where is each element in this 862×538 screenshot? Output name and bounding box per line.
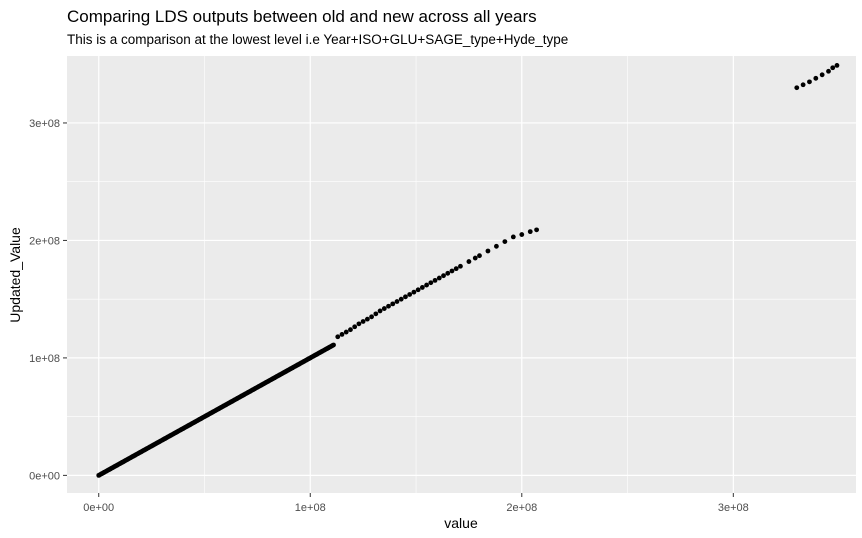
data-point [436,275,442,281]
data-point [527,229,533,235]
data-point [813,75,819,81]
data-point [381,306,387,311]
data-point [403,294,408,300]
x-tick-label: 0e+00 [83,502,114,514]
data-point [453,266,459,272]
data-point [364,316,370,322]
minor-gridlines [67,56,856,493]
data-point [331,342,336,348]
data-point [373,311,379,317]
data-point [432,277,438,283]
data-point [826,68,831,74]
x-tick-label: 3e+08 [718,502,749,514]
data-point [415,287,421,293]
x-axis-title: value [444,515,478,531]
data-point [441,273,446,279]
data-point [458,263,463,269]
data-point [398,296,404,302]
y-axis-title: Updated_Value [7,227,23,323]
data-point [424,282,429,288]
data-point [466,259,472,264]
data-point [356,321,362,327]
data-point [485,248,491,254]
data-point [534,227,539,233]
data-point [502,239,508,245]
data-point [494,243,499,249]
x-tick-label: 1e+08 [295,502,326,514]
data-point [830,65,836,71]
data-point [377,308,383,314]
data-point [449,268,455,274]
data-point [343,329,349,335]
data-point [369,314,375,320]
data-point [834,62,840,68]
x-axis-ticks: 0e+00 1e+08 2e+08 3e+08 [83,493,749,514]
data-point [335,334,341,340]
data-point [386,303,391,309]
data-point [819,72,825,78]
data-point [445,270,451,276]
y-tick-label: 2e+08 [29,235,60,247]
data-point [394,299,400,304]
chart-subtitle: This is a comparison at the lowest level… [67,32,569,47]
data-point [411,289,417,295]
major-gridlines [67,56,856,493]
data-point [352,324,358,330]
y-tick-label: 0e+00 [29,470,60,482]
data-point [419,285,425,290]
data-point [360,319,366,324]
x-tick-label: 2e+08 [506,502,537,514]
data-point [477,253,482,259]
data-point [807,79,812,85]
data-point [407,292,413,297]
chart-title: Comparing LDS outputs between old and ne… [67,7,537,26]
data-point [348,327,353,333]
data-point [519,232,525,237]
data-point [428,280,434,286]
y-tick-label: 3e+08 [29,118,60,130]
data-point [472,255,478,261]
y-tick-label: 1e+08 [29,353,60,365]
y-axis-ticks: 0e+00 1e+08 2e+08 3e+08 [29,118,67,482]
data-point [510,234,516,240]
data-point [794,85,800,91]
data-point [339,332,345,337]
data-point [390,301,396,307]
data-points [96,62,840,478]
data-point [800,82,806,88]
